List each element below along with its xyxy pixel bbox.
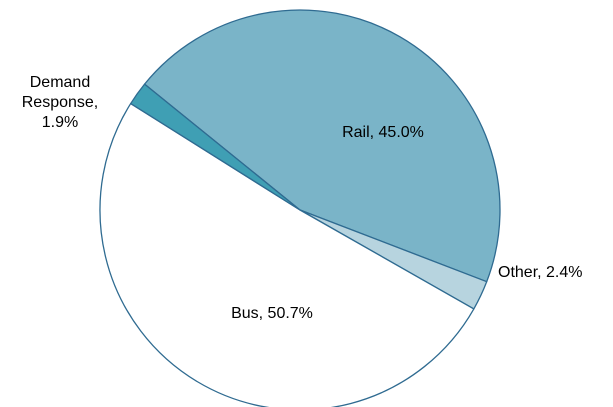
pie-label-other: Other, 2.4%	[498, 264, 583, 281]
pie-slice-bus	[99, 102, 475, 407]
pie-label-demand-response-line: Response,	[22, 94, 99, 111]
pie-label-demand-response-line: 1.9%	[42, 114, 78, 131]
pie-slice-demand-response	[130, 83, 301, 211]
pie-slice-rail	[143, 9, 501, 283]
slice-layer	[99, 9, 501, 407]
label-layer: Rail, 45.0% Other, 2.4% Bus, 50.7% Demand Re…	[22, 74, 583, 322]
pie-label-rail: Rail, 45.0%	[342, 124, 424, 141]
pie-label-bus: Bus, 50.7%	[231, 305, 313, 322]
pie-label-demand-response-line: Demand	[30, 74, 90, 91]
pie-label-demand-response: Demand Response, 1.9%	[22, 74, 99, 131]
